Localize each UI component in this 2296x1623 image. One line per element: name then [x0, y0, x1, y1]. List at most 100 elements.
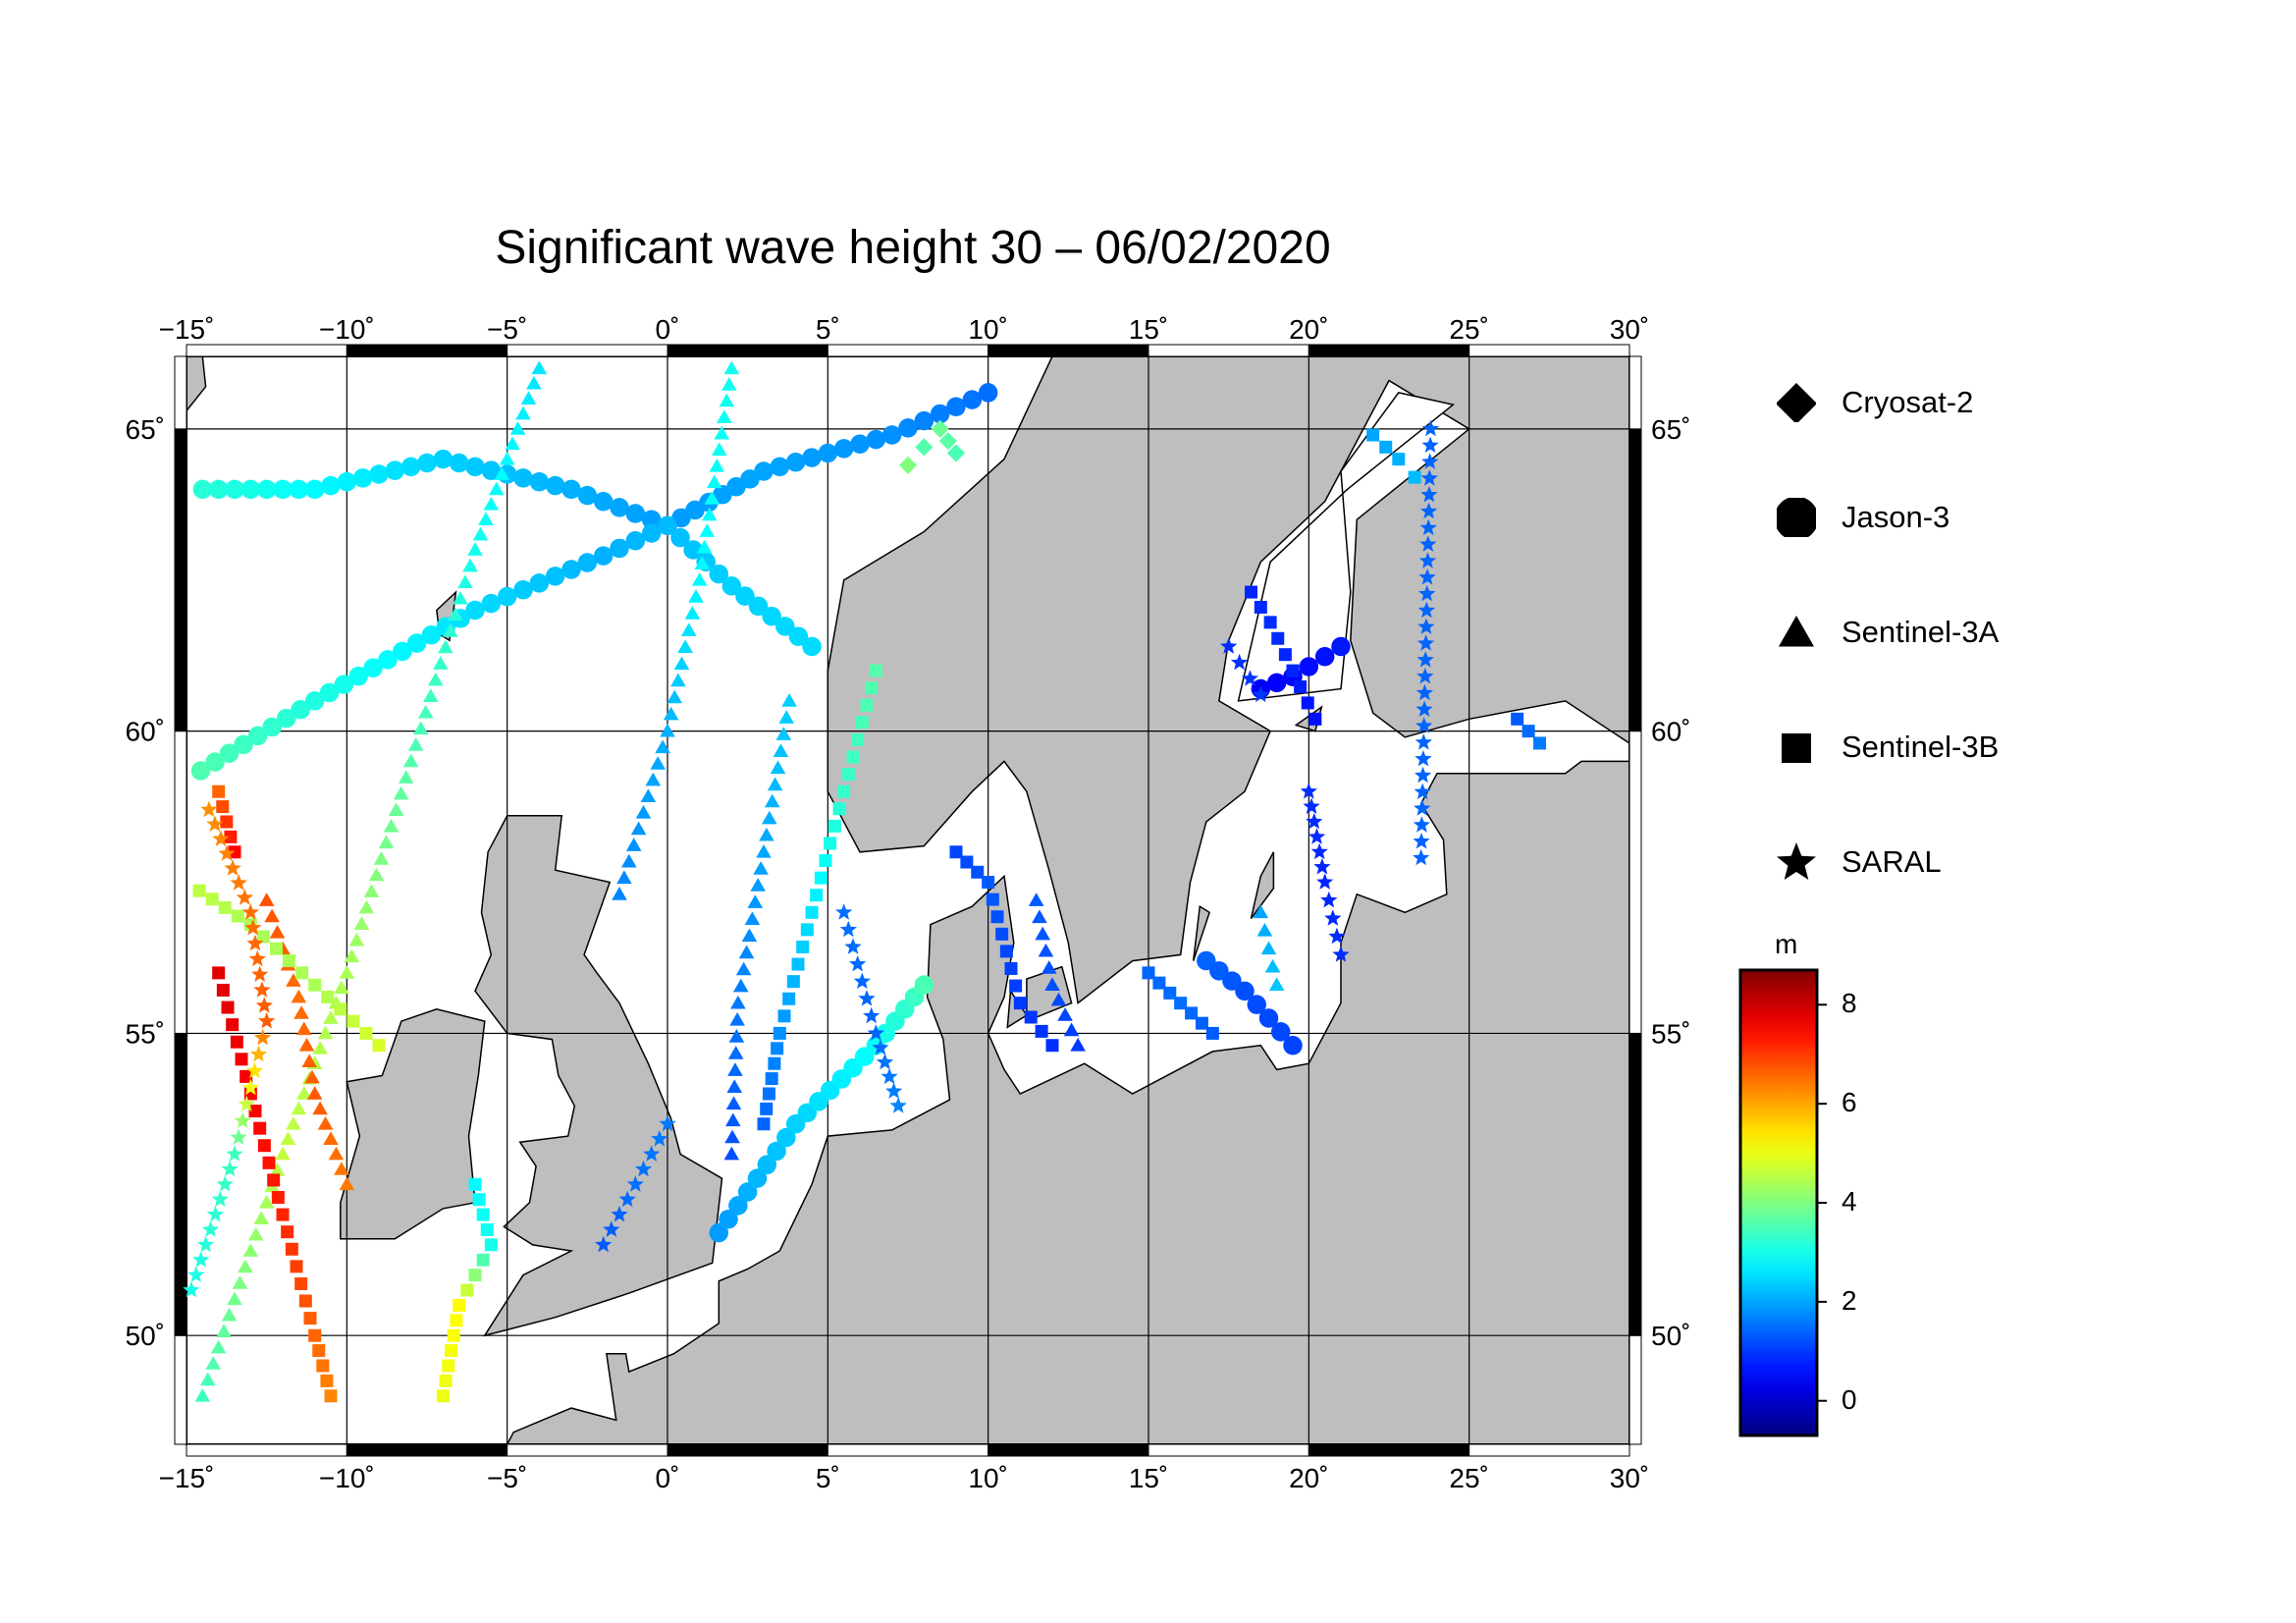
star-marker	[236, 889, 253, 905]
circle-marker	[334, 675, 354, 694]
star-marker	[1420, 486, 1438, 503]
legend-item-sentinel-3a: Sentinel-3A	[1777, 608, 1999, 657]
square-marker	[228, 845, 241, 859]
star-marker	[1413, 848, 1430, 866]
triangle-marker	[499, 451, 515, 465]
triangle-marker	[721, 377, 737, 391]
triangle-marker	[726, 1079, 743, 1093]
triangle-marker	[433, 656, 449, 670]
triangle-marker	[199, 1372, 216, 1386]
square-marker	[1195, 1016, 1208, 1030]
star-marker	[1418, 552, 1437, 568]
triangle-marker	[673, 656, 690, 671]
square-marker	[205, 893, 219, 906]
triangle-marker	[1268, 977, 1285, 992]
square-marker	[224, 830, 238, 843]
circle-marker	[802, 448, 822, 467]
triangle-marker	[407, 737, 424, 751]
square-marker	[324, 1389, 338, 1403]
triangle-marker	[667, 689, 683, 704]
land-polygon	[827, 355, 1630, 1004]
triangle-marker	[744, 911, 761, 926]
circle-marker	[561, 560, 581, 579]
triangle-marker	[509, 421, 526, 435]
triangle-marker	[759, 827, 774, 841]
triangle-marker	[1264, 958, 1281, 973]
square-marker	[281, 1225, 294, 1239]
triangle-marker	[699, 523, 716, 537]
triangle-marker	[294, 1005, 309, 1019]
frame-segment	[1629, 428, 1642, 732]
square-marker	[851, 732, 865, 746]
lon-tick-label: 25˚	[1449, 314, 1488, 345]
circle-marker	[610, 538, 629, 559]
triangle-marker	[205, 1356, 222, 1370]
circle-marker	[757, 1155, 777, 1175]
square-marker	[810, 889, 824, 902]
triangle-marker	[472, 526, 489, 541]
track-jason-3	[1197, 950, 1303, 1055]
triangle-marker	[625, 838, 642, 851]
circle-marker	[192, 479, 213, 500]
square-marker	[1278, 648, 1292, 662]
square-icon	[1782, 733, 1811, 763]
star-marker	[1415, 700, 1433, 717]
square-marker	[453, 1298, 466, 1312]
frame-segment	[174, 1334, 187, 1445]
track-saral	[1413, 419, 1440, 866]
square-marker	[837, 784, 851, 798]
square-marker	[995, 927, 1009, 941]
square-marker	[321, 990, 335, 1003]
triangle-marker	[291, 989, 307, 1003]
lon-tick-label: 10˚	[968, 314, 1007, 345]
star-marker	[595, 1235, 613, 1253]
star-marker	[238, 1095, 255, 1112]
lon-tick-label: −10˚	[319, 314, 375, 345]
star-marker	[201, 1220, 220, 1237]
square-marker	[855, 716, 869, 730]
triangle-marker	[711, 442, 727, 457]
circle-marker	[289, 479, 309, 500]
triangle-marker	[778, 710, 795, 724]
triangle-marker	[339, 1176, 355, 1191]
circle-marker	[417, 453, 437, 473]
triangle-marker	[677, 639, 693, 654]
square-marker	[773, 1026, 786, 1040]
frame-segment	[1308, 1443, 1470, 1457]
lat-tick-label: 55˚	[1651, 1018, 1690, 1049]
triangle-marker	[709, 458, 725, 472]
frame-segment	[827, 1443, 989, 1457]
circle-marker	[481, 593, 502, 614]
track-sentinel-3b	[212, 966, 338, 1403]
triangle-marker	[275, 1146, 291, 1161]
colorbar-tick-label: 0	[1842, 1383, 1857, 1415]
circle-marker	[776, 1127, 796, 1148]
square-marker	[1533, 736, 1547, 750]
frame-segment	[186, 1443, 347, 1457]
triangle-marker	[645, 772, 662, 786]
circle-marker	[497, 586, 517, 607]
star-marker	[603, 1220, 620, 1237]
star-marker	[849, 955, 867, 972]
colorbar-tick-label: 8	[1842, 988, 1857, 1019]
star-marker	[1300, 783, 1317, 799]
square-marker	[312, 1344, 326, 1358]
triangle-marker	[727, 1046, 744, 1059]
diamond-marker	[946, 444, 966, 462]
frame-segment	[186, 344, 347, 357]
square-marker	[283, 954, 296, 968]
square-marker	[192, 884, 206, 897]
circle-marker	[914, 975, 934, 995]
circle-marker	[833, 439, 854, 459]
lat-tick-label: 50˚	[126, 1321, 165, 1351]
circle-marker	[785, 452, 806, 472]
star-marker	[1415, 717, 1433, 733]
triangle-marker	[280, 1131, 296, 1145]
triangle-marker	[317, 1025, 334, 1040]
triangle-marker	[1256, 922, 1273, 937]
legend-item-saral: SARAL	[1777, 838, 1942, 887]
square-marker	[791, 957, 805, 971]
circle-marker	[208, 479, 229, 500]
star-marker	[253, 981, 271, 998]
triangle-marker	[358, 899, 375, 914]
